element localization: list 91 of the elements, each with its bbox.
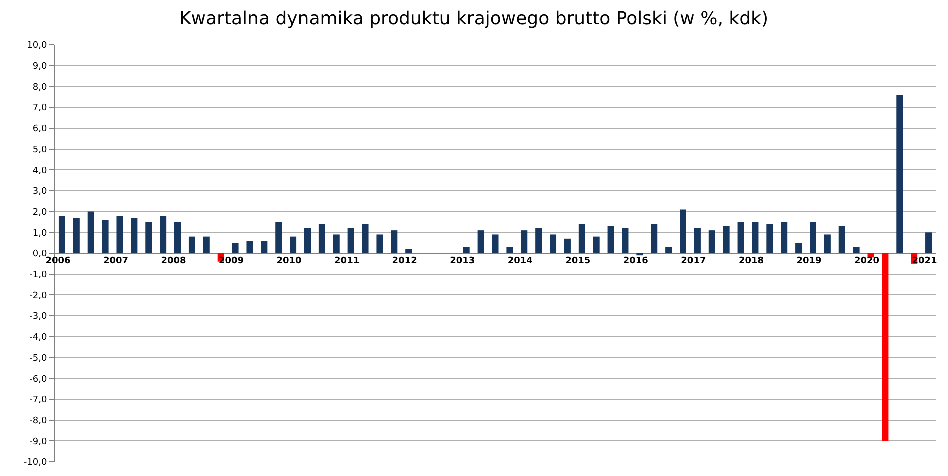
bar xyxy=(261,240,268,254)
y-tick-label: -2,0 xyxy=(30,291,48,302)
bar xyxy=(318,224,326,254)
bar xyxy=(160,216,167,254)
bar xyxy=(174,222,182,254)
y-tick-label: 5,0 xyxy=(32,145,48,156)
y-tick-label: 4,0 xyxy=(32,166,48,176)
bar xyxy=(680,210,686,254)
bar xyxy=(550,234,557,254)
bar xyxy=(578,224,586,254)
bar xyxy=(564,238,571,254)
x-tick-label: 2008 xyxy=(161,256,186,266)
bar xyxy=(116,216,124,254)
x-tick-label: 2010 xyxy=(276,256,302,266)
x-tick-label: 2020 xyxy=(854,256,880,266)
bar xyxy=(492,234,499,254)
bar xyxy=(73,218,80,254)
bar xyxy=(304,228,311,254)
bar xyxy=(362,224,369,254)
bar xyxy=(232,243,239,254)
y-tick-label: -5,0 xyxy=(30,354,48,364)
bar xyxy=(781,222,788,254)
bar xyxy=(406,249,412,254)
bar xyxy=(926,232,932,254)
y-tick-label: -4,0 xyxy=(30,333,48,344)
bar xyxy=(651,224,658,254)
bar xyxy=(102,220,109,254)
bar xyxy=(188,236,196,254)
bar xyxy=(463,247,470,254)
bar xyxy=(146,222,152,254)
y-tick-label: 1,0 xyxy=(32,228,48,239)
bar xyxy=(593,236,600,254)
bar xyxy=(752,222,759,254)
bar xyxy=(58,216,66,254)
bar xyxy=(246,240,254,254)
y-tick-label: 0,0 xyxy=(32,250,48,260)
x-tick-label: 2013 xyxy=(450,256,476,266)
y-tick-label: 3,0 xyxy=(32,187,48,198)
x-tick-label: 2009 xyxy=(219,256,244,266)
y-tick-label: -6,0 xyxy=(30,374,48,385)
bar xyxy=(738,222,744,254)
bar xyxy=(666,247,672,254)
x-tick-label: 2016 xyxy=(623,256,648,266)
bar xyxy=(203,236,210,254)
bar xyxy=(131,218,138,254)
bar xyxy=(608,226,614,254)
y-tick-label: -9,0 xyxy=(30,437,48,448)
y-tick-label: 2,0 xyxy=(32,208,48,218)
bar xyxy=(810,222,816,254)
bar xyxy=(506,247,514,254)
y-tick-label: 9,0 xyxy=(32,62,48,72)
bar xyxy=(896,95,904,254)
bar xyxy=(766,224,774,254)
bar xyxy=(838,226,846,254)
bar xyxy=(478,230,484,254)
x-tick-label: 2014 xyxy=(508,256,533,266)
bar xyxy=(348,228,354,254)
bar xyxy=(708,230,716,254)
bar xyxy=(853,247,860,254)
y-tick-label: 8,0 xyxy=(32,82,48,93)
bar xyxy=(391,230,398,254)
bar xyxy=(276,222,282,254)
x-tick-label: 2015 xyxy=(566,256,591,266)
bar xyxy=(88,212,94,254)
bar xyxy=(521,230,528,254)
y-tick-label: -7,0 xyxy=(30,396,48,406)
bar xyxy=(290,236,297,254)
bar xyxy=(536,228,542,254)
chart-title: Kwartalna dynamika produktu krajowego brutto Polski (w %, kdk) xyxy=(180,8,768,30)
y-tick-label: -3,0 xyxy=(30,312,48,322)
bar xyxy=(622,228,629,254)
y-tick-label: 6,0 xyxy=(32,124,48,135)
y-tick-label: 7,0 xyxy=(32,104,48,114)
x-tick-label: 2019 xyxy=(796,256,822,266)
y-tick-label: -10,0 xyxy=(24,458,48,468)
y-tick-label: -1,0 xyxy=(30,270,48,280)
bar xyxy=(796,243,802,254)
x-tick-label: 2011 xyxy=(334,256,360,266)
x-tick-label: 2007 xyxy=(103,256,129,266)
bar xyxy=(723,226,730,254)
x-tick-label: 2017 xyxy=(681,256,706,266)
bar xyxy=(694,228,701,254)
x-tick-label: 2006 xyxy=(46,256,71,266)
y-tick-label: 10,0 xyxy=(27,41,48,52)
bar xyxy=(824,234,831,254)
x-tick-label: 2018 xyxy=(738,256,764,266)
y-tick-label: -8,0 xyxy=(30,416,48,426)
bar xyxy=(333,234,340,254)
bar xyxy=(376,234,384,254)
x-tick-label: 2012 xyxy=(392,256,418,266)
bar xyxy=(882,254,889,442)
